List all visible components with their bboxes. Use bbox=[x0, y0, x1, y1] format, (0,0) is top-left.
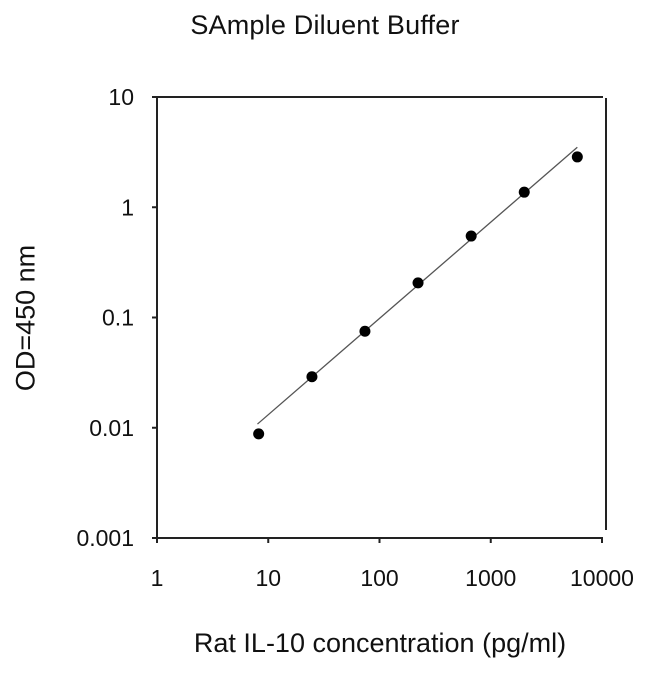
chart-title: SAmple Diluent Buffer bbox=[190, 10, 460, 40]
x-axis: 1 10 100 1000 10000 bbox=[151, 538, 634, 591]
data-point bbox=[412, 277, 424, 289]
x-tick-label: 100 bbox=[360, 565, 398, 591]
data-points bbox=[253, 151, 583, 440]
data-point bbox=[518, 186, 530, 198]
y-tick-label: 10 bbox=[108, 84, 134, 110]
data-point bbox=[359, 325, 371, 337]
x-tick-label: 10000 bbox=[570, 565, 634, 591]
data-point bbox=[306, 371, 318, 383]
y-axis: 10 1 0.1 0.01 0.001 bbox=[76, 84, 157, 551]
data-point bbox=[253, 428, 265, 440]
x-tick-label: 1000 bbox=[465, 565, 516, 591]
data-point bbox=[571, 151, 583, 163]
y-tick-label: 0.001 bbox=[76, 525, 134, 551]
data-point bbox=[465, 230, 477, 242]
x-axis-label: Rat IL-10 concentration (pg/ml) bbox=[193, 628, 567, 658]
x-tick-label: 10 bbox=[255, 565, 281, 591]
y-tick-label: 1 bbox=[121, 194, 134, 220]
y-tick-label: 0.1 bbox=[102, 305, 134, 331]
x-tick-label: 1 bbox=[151, 565, 164, 591]
y-tick-label: 0.01 bbox=[89, 415, 134, 441]
